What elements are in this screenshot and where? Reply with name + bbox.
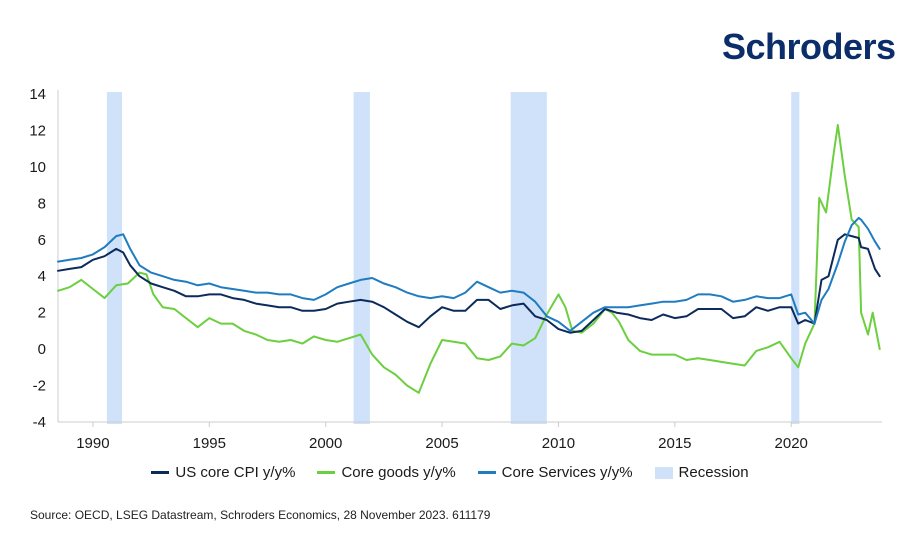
- y-tick-label: 14: [29, 86, 46, 103]
- x-tick-label: 2000: [309, 435, 342, 452]
- y-tick-label: 10: [29, 159, 46, 176]
- legend-swatch-core-services: [477, 471, 496, 474]
- recession-band-3: [791, 92, 800, 424]
- recession-bands: [106, 92, 800, 424]
- legend-item-recession: Recession: [654, 464, 749, 481]
- legend-item-core-goods: Core goods y/y%: [317, 464, 456, 481]
- x-tick-label: 2005: [425, 435, 458, 452]
- series-line-core-services-y-y: [57, 216, 881, 332]
- x-tick-label: 2020: [775, 435, 808, 452]
- y-tick-label: 4: [38, 268, 46, 285]
- chart-axes: -4 -2 0 2 4 6 8 10 12 14 1990 1995 2000 2005 2010 2015 2…: [29, 86, 882, 452]
- legend-swatch-core-goods: [317, 471, 336, 474]
- legend-item-core-cpi: US core CPI y/y%: [151, 464, 295, 481]
- legend-item-core-services: Core Services y/y%: [477, 464, 633, 481]
- source-note: Source: OECD, LSEG Datastream, Schroders…: [30, 508, 491, 522]
- x-tick-label: 1990: [76, 435, 109, 452]
- x-tick-label: 2010: [542, 435, 575, 452]
- y-tick-label: 6: [38, 232, 46, 249]
- legend-label-core-cpi: US core CPI y/y%: [175, 464, 296, 481]
- y-tick-label: 12: [29, 122, 46, 139]
- legend-label-core-services: Core Services y/y%: [501, 464, 633, 481]
- recession-band-2: [510, 92, 547, 424]
- line-chart: -4 -2 0 2 4 6 8 10 12 14 1990 1995 2000 2005 2010 2015 2…: [29, 86, 882, 452]
- recession-band-0: [106, 92, 123, 424]
- legend-swatch-recession: [654, 466, 673, 479]
- x-tick-label: 2015: [658, 435, 691, 452]
- y-tick-label: -4: [33, 414, 46, 431]
- y-tick-label: 8: [38, 195, 46, 212]
- y-tick-label: -2: [33, 378, 46, 395]
- recession-band-1: [353, 92, 370, 424]
- schroders-logo: Schroders: [722, 26, 896, 67]
- y-tick-label: 0: [38, 341, 46, 358]
- legend-label-recession: Recession: [678, 464, 749, 481]
- legend-swatch-core-cpi: [151, 471, 170, 474]
- series-line-us-core-cpi-y-y: [57, 233, 881, 334]
- y-tick-label: 2: [38, 305, 46, 322]
- legend-label-core-goods: Core goods y/y%: [341, 464, 456, 481]
- chart-series: [57, 124, 881, 394]
- x-tick-label: 1995: [193, 435, 226, 452]
- series-line-core-goods-y-y: [57, 124, 881, 394]
- chart-legend: US core CPI y/y% Core goods y/y% Core Se…: [0, 464, 900, 481]
